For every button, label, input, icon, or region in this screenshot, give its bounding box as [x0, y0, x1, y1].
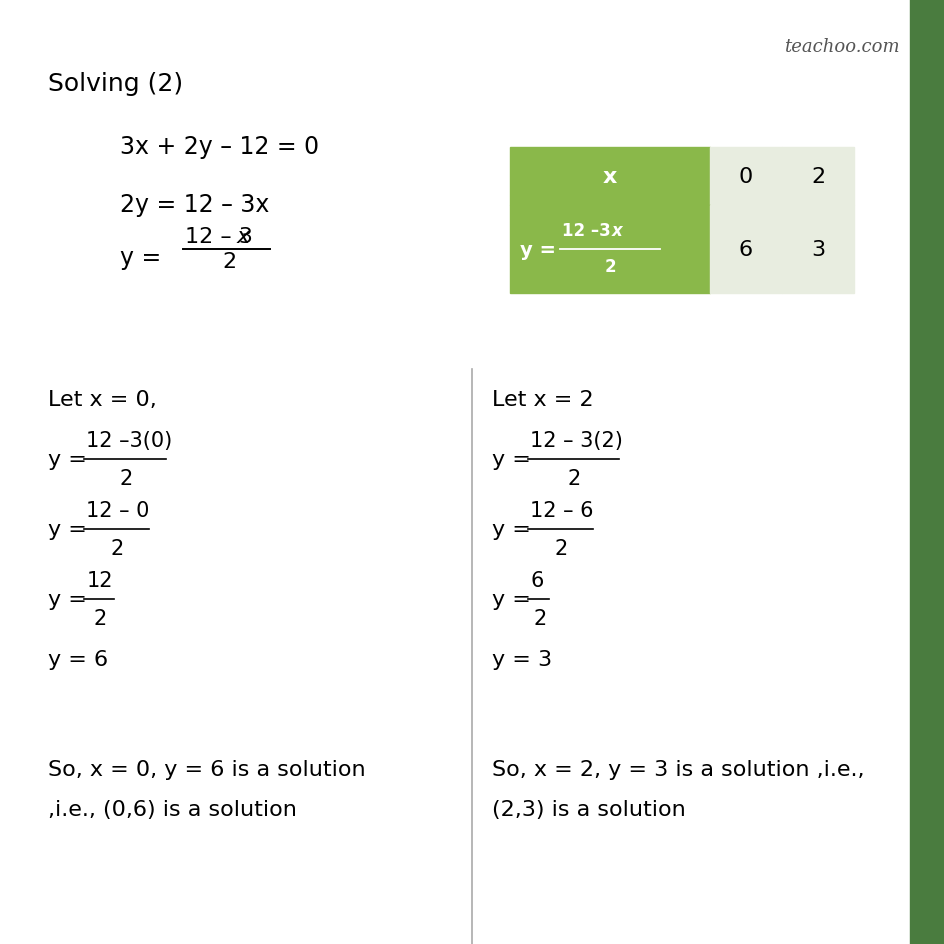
- Text: 0: 0: [738, 167, 752, 187]
- Text: So, x = 0, y = 6 is a solution: So, x = 0, y = 6 is a solution: [48, 759, 365, 779]
- Text: y =: y =: [492, 589, 537, 610]
- Text: y =: y =: [492, 449, 537, 469]
- Text: So, x = 2, y = 3 is a solution ,i.e.,: So, x = 2, y = 3 is a solution ,i.e.,: [492, 759, 864, 779]
- Text: Solving (2): Solving (2): [48, 72, 183, 96]
- Bar: [709, 148, 782, 206]
- Text: Let x = 2: Let x = 2: [492, 390, 593, 410]
- Text: y =: y =: [492, 519, 537, 539]
- Text: 2: 2: [532, 608, 546, 628]
- Text: 12 – 6: 12 – 6: [530, 500, 593, 521]
- Text: Let x = 0,: Let x = 0,: [48, 390, 157, 410]
- Text: 2: 2: [222, 252, 236, 272]
- Bar: [909, 0, 944, 944]
- Text: 12: 12: [86, 570, 112, 591]
- Text: teachoo.com: teachoo.com: [784, 38, 899, 56]
- Bar: [782, 206, 853, 294]
- Text: 2: 2: [567, 468, 581, 488]
- Text: y =: y =: [519, 240, 563, 260]
- Text: 6: 6: [738, 240, 752, 260]
- Text: y =: y =: [120, 245, 169, 270]
- Text: 2y = 12 – 3x: 2y = 12 – 3x: [120, 193, 269, 217]
- Bar: [510, 148, 709, 206]
- Text: 3: 3: [810, 240, 824, 260]
- Text: (2,3) is a solution: (2,3) is a solution: [492, 800, 685, 819]
- Text: 2: 2: [810, 167, 824, 187]
- Text: y =: y =: [48, 449, 93, 469]
- Text: 2: 2: [604, 258, 616, 276]
- Text: y = 6: y = 6: [48, 649, 108, 669]
- Text: 3x + 2y – 12 = 0: 3x + 2y – 12 = 0: [120, 135, 319, 159]
- Text: x: x: [237, 227, 250, 246]
- Text: x: x: [602, 167, 616, 187]
- Text: 12 – 0: 12 – 0: [86, 500, 149, 521]
- Bar: [510, 206, 709, 294]
- Text: 12 –3: 12 –3: [562, 222, 610, 240]
- Text: 2: 2: [110, 538, 124, 558]
- Text: 2: 2: [554, 538, 567, 558]
- Text: 2: 2: [93, 608, 107, 628]
- Text: 12 – 3: 12 – 3: [185, 227, 253, 246]
- Text: 2: 2: [120, 468, 133, 488]
- Text: 12 –3(0): 12 –3(0): [86, 430, 173, 450]
- Bar: [709, 206, 782, 294]
- Text: y = 3: y = 3: [492, 649, 551, 669]
- Text: x: x: [612, 222, 622, 240]
- Text: 6: 6: [530, 570, 543, 591]
- Text: ,i.e., (0,6) is a solution: ,i.e., (0,6) is a solution: [48, 800, 296, 819]
- Text: y =: y =: [48, 519, 93, 539]
- Bar: [782, 148, 853, 206]
- Text: y =: y =: [48, 589, 93, 610]
- Text: 12 – 3(2): 12 – 3(2): [530, 430, 623, 450]
